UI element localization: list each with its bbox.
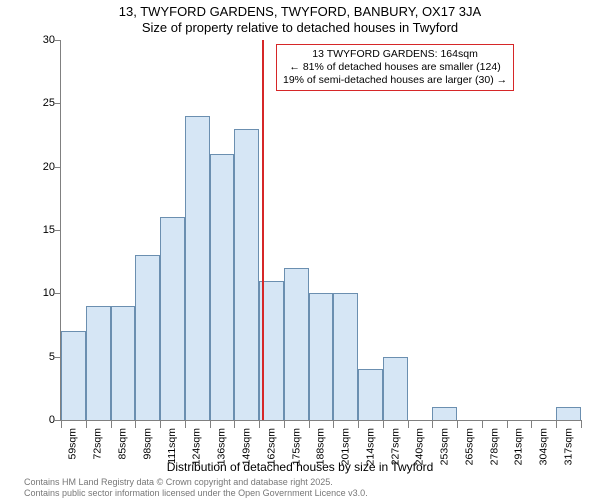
y-tick-label: 15: [25, 224, 55, 236]
x-tick-mark: [86, 420, 87, 428]
histogram-bar: [333, 293, 358, 420]
y-tick-mark: [53, 357, 61, 358]
x-axis-label: Distribution of detached houses by size …: [0, 460, 600, 474]
x-tick-mark: [210, 420, 211, 428]
histogram-bar: [210, 154, 235, 420]
histogram-bar: [61, 331, 86, 420]
histogram-bar: [111, 306, 136, 420]
x-tick-label: 98sqm: [141, 428, 153, 460]
histogram-bar: [135, 255, 160, 420]
y-tick-label: 0: [25, 414, 55, 426]
histogram-bar: [234, 129, 259, 420]
annotation-box: 13 TWYFORD GARDENS: 164sqm← 81% of detac…: [276, 44, 514, 91]
x-tick-label: 59sqm: [67, 428, 79, 460]
chart-title-line1: 13, TWYFORD GARDENS, TWYFORD, BANBURY, O…: [0, 4, 600, 19]
footnote: Contains HM Land Registry data © Crown c…: [24, 477, 368, 498]
marker-line: [262, 40, 264, 420]
footnote-line1: Contains HM Land Registry data © Crown c…: [24, 477, 368, 487]
x-tick-mark: [185, 420, 186, 428]
plot-area: 05101520253059sqm72sqm85sqm98sqm111sqm12…: [60, 40, 581, 421]
x-tick-mark: [457, 420, 458, 428]
chart-title-line2: Size of property relative to detached ho…: [0, 20, 600, 35]
x-tick-mark: [432, 420, 433, 428]
x-tick-mark: [309, 420, 310, 428]
histogram-bar: [309, 293, 334, 420]
annotation-line1: 13 TWYFORD GARDENS: 164sqm: [283, 48, 507, 61]
y-tick-mark: [53, 40, 61, 41]
y-tick-mark: [53, 293, 61, 294]
y-tick-label: 25: [25, 97, 55, 109]
annotation-line2: ← 81% of detached houses are smaller (12…: [283, 61, 507, 74]
x-tick-mark: [556, 420, 557, 428]
x-tick-mark: [111, 420, 112, 428]
x-tick-mark: [581, 420, 582, 428]
x-tick-mark: [482, 420, 483, 428]
y-tick-label: 10: [25, 287, 55, 299]
histogram-bar: [284, 268, 309, 420]
x-tick-mark: [383, 420, 384, 428]
x-tick-mark: [234, 420, 235, 428]
histogram-bar: [86, 306, 111, 420]
histogram-bar: [160, 217, 185, 420]
x-tick-mark: [333, 420, 334, 428]
x-tick-label: 85sqm: [117, 428, 129, 460]
x-tick-mark: [408, 420, 409, 428]
x-tick-mark: [160, 420, 161, 428]
x-tick-label: 72sqm: [92, 428, 104, 460]
histogram-bar: [358, 369, 383, 420]
x-tick-mark: [135, 420, 136, 428]
y-tick-label: 30: [25, 34, 55, 46]
x-tick-mark: [259, 420, 260, 428]
y-tick-mark: [53, 230, 61, 231]
annotation-line3: 19% of semi-detached houses are larger (…: [283, 74, 507, 87]
histogram-bar: [185, 116, 210, 420]
footnote-line2: Contains public sector information licen…: [24, 488, 368, 498]
y-tick-mark: [53, 167, 61, 168]
y-tick-label: 5: [25, 351, 55, 363]
x-tick-label: 111sqm: [166, 428, 178, 464]
x-tick-mark: [61, 420, 62, 428]
y-tick-label: 20: [25, 161, 55, 173]
histogram-bar: [432, 407, 457, 420]
histogram-bar: [556, 407, 581, 420]
y-tick-mark: [53, 103, 61, 104]
y-tick-mark: [53, 420, 61, 421]
x-tick-mark: [284, 420, 285, 428]
x-tick-mark: [358, 420, 359, 428]
x-tick-mark: [531, 420, 532, 428]
x-tick-mark: [507, 420, 508, 428]
histogram-bar: [383, 357, 408, 420]
